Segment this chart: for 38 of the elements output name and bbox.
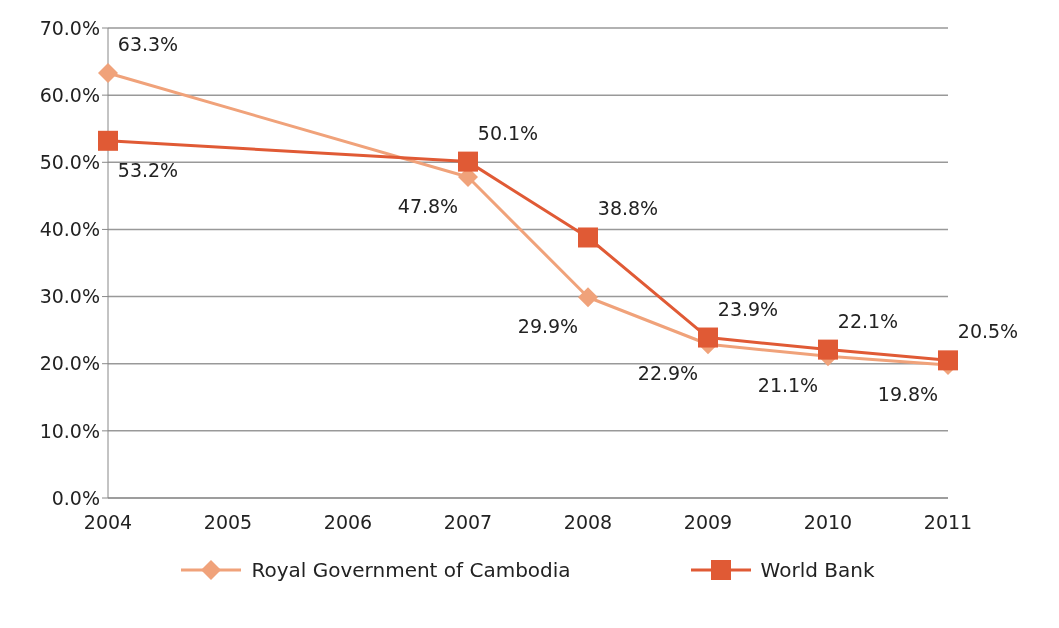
x-tick-label: 2010 — [803, 511, 853, 534]
x-tick-label: 2005 — [203, 511, 253, 534]
data-label: 21.1% — [757, 374, 819, 397]
data-label: 47.8% — [397, 195, 459, 218]
y-tick-label: 50.0% — [39, 151, 100, 174]
y-tick-label: 70.0% — [39, 16, 100, 39]
point — [698, 327, 718, 348]
x-tick-label: 2007 — [443, 511, 493, 534]
data-label: 29.9% — [517, 315, 579, 338]
point — [98, 130, 118, 151]
legend-label: World Bank — [760, 558, 875, 582]
y-tick-label: 10.0% — [39, 419, 100, 442]
y-tick-label: 30.0% — [39, 285, 100, 308]
point — [98, 62, 118, 83]
data-label: 63.3% — [117, 32, 179, 55]
data-label: 22.9% — [637, 362, 699, 385]
x-tick-label: 2008 — [563, 511, 613, 534]
point — [458, 151, 478, 172]
data-label: 19.8% — [877, 383, 939, 406]
y-tick-label: 20.0% — [39, 352, 100, 375]
data-label: 20.5% — [957, 320, 1019, 343]
data-label: 53.2% — [117, 158, 179, 181]
x-tick-label: 2011 — [923, 511, 973, 534]
point — [578, 287, 598, 308]
x-tick-label: 2006 — [323, 511, 373, 534]
y-tick-label: 60.0% — [39, 83, 100, 106]
point — [818, 339, 838, 360]
data-label: 50.1% — [477, 121, 539, 144]
data-label: 23.9% — [717, 297, 779, 320]
point — [578, 227, 598, 248]
data-label: 22.1% — [837, 309, 899, 332]
data-label: 38.8% — [597, 197, 659, 220]
y-tick-label: 40.0% — [39, 218, 100, 241]
legend-label: Royal Government of Cambodia — [251, 558, 571, 582]
x-tick-label: 2009 — [683, 511, 733, 534]
point — [938, 350, 958, 371]
y-tick-label: 0.0% — [51, 486, 100, 509]
x-tick-label: 2004 — [83, 511, 133, 534]
